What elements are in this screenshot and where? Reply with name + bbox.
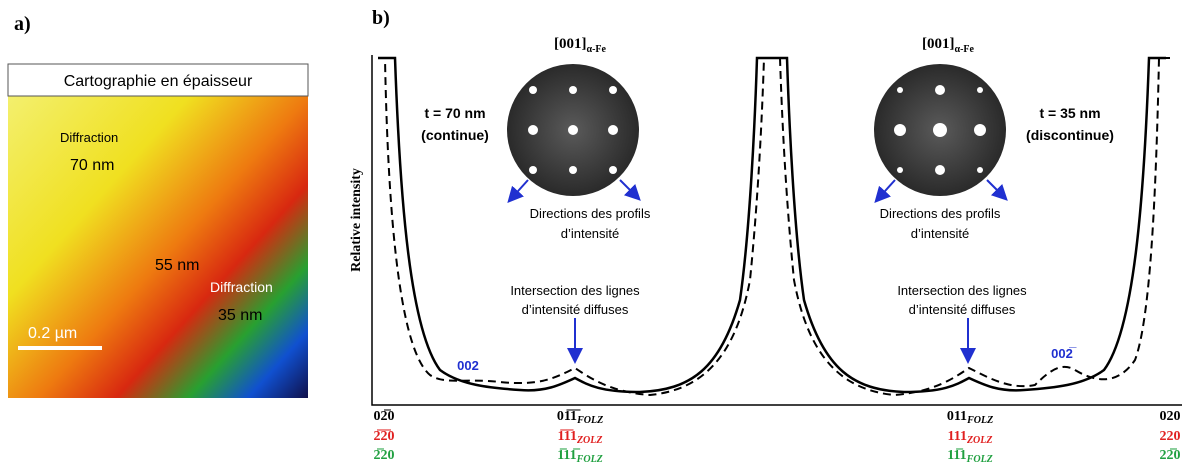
position-label: 02̅0 xyxy=(374,408,395,424)
laue-zone: FOLZ xyxy=(576,415,603,426)
zone: [001] xyxy=(922,36,955,52)
laue-zone: FOLZ xyxy=(576,454,603,465)
position-labels: 02̅02̅2̅02̅2001̅1̅FOLZ1̅1̅1ZOLZ1̅11̅FOLZ… xyxy=(374,408,1181,465)
miller-index: 011 xyxy=(947,409,967,424)
annotation: Diffraction xyxy=(60,130,118,145)
position-label: 2̅20 xyxy=(374,447,395,463)
annotation: 55 nm xyxy=(155,257,199,274)
axes xyxy=(371,55,1182,406)
position-label: 111ZOLZ xyxy=(947,429,992,446)
direction-note: d’intensité xyxy=(911,226,970,241)
position-label: 1̅11̅FOLZ xyxy=(557,447,603,465)
position-label: 220 xyxy=(1160,429,1181,444)
map-title: Cartographie en épaisseur xyxy=(64,73,253,90)
thickness: t = 70 nm xyxy=(424,105,485,121)
intersection-note: d’intensité diffuses xyxy=(522,302,629,317)
intersection-note: Intersection des lignes xyxy=(897,283,1027,298)
zone-axis: [001]α-Fe xyxy=(922,36,975,55)
y-axis-label: Relative intensity xyxy=(349,168,364,272)
direction-note: Directions des profils xyxy=(530,206,651,221)
miller-index: 111 xyxy=(947,429,966,444)
peak-label: 002̅ xyxy=(1051,346,1077,361)
miller-index: 220 xyxy=(1160,429,1181,444)
thickness-map xyxy=(8,64,308,398)
position-label: 01̅1̅FOLZ xyxy=(557,408,603,426)
continuity: (continue) xyxy=(421,127,489,143)
laue-zone: FOLZ xyxy=(966,415,993,426)
position-label: 1̅1̅1ZOLZ xyxy=(557,428,602,446)
direction-note: Directions des profils xyxy=(880,206,1001,221)
annotation: Diffraction xyxy=(210,279,273,295)
miller-index: 020 xyxy=(1160,409,1181,424)
position-label: 011FOLZ xyxy=(947,409,993,426)
miller-index: 22̅0 xyxy=(1160,447,1181,463)
continuity: (discontinue) xyxy=(1026,127,1114,143)
profile-35nm xyxy=(378,57,1170,397)
thickness: t = 35 nm xyxy=(1039,105,1100,121)
map-title-box xyxy=(7,63,309,97)
position-label: 2̅2̅0 xyxy=(374,428,395,444)
laue-zone: ZOLZ xyxy=(966,435,993,446)
miller-index: 1̅11̅ xyxy=(557,447,580,463)
position-label: 020 xyxy=(1160,409,1181,424)
peak-label: 002 xyxy=(457,358,479,373)
laue-zone: FOLZ xyxy=(966,454,993,465)
miller-index: 11̅1 xyxy=(947,447,966,463)
panel-label: b) xyxy=(372,7,390,29)
intersection-note: d’intensité diffuses xyxy=(909,302,1016,317)
intersection-note: Intersection des lignes xyxy=(510,283,640,298)
scale-bar-label: 0.2 µm xyxy=(28,325,77,342)
miller-index: 01̅1̅ xyxy=(557,408,581,424)
profile-70nm xyxy=(378,56,1166,394)
zone-axis: [001]α-Fe xyxy=(554,36,607,55)
position-label: 11̅1FOLZ xyxy=(947,447,993,465)
panel-label: a) xyxy=(14,13,31,35)
diffraction-pattern xyxy=(507,64,639,196)
direction-arrows xyxy=(507,179,1008,364)
direction-note: d’intensité xyxy=(561,226,620,241)
miller-index: 02̅0 xyxy=(374,408,395,424)
miller-index: 1̅1̅1 xyxy=(557,428,576,444)
zone: [001] xyxy=(554,36,587,52)
miller-index: 2̅20 xyxy=(374,447,395,463)
phase: α-Fe xyxy=(587,44,607,55)
annotation: 70 nm xyxy=(70,157,114,174)
diffraction-pattern xyxy=(874,64,1006,196)
position-label: 22̅0 xyxy=(1160,447,1181,463)
annotation: 35 nm xyxy=(218,307,262,324)
laue-zone: ZOLZ xyxy=(576,435,603,446)
miller-index: 2̅2̅0 xyxy=(374,428,395,444)
phase: α-Fe xyxy=(955,44,975,55)
